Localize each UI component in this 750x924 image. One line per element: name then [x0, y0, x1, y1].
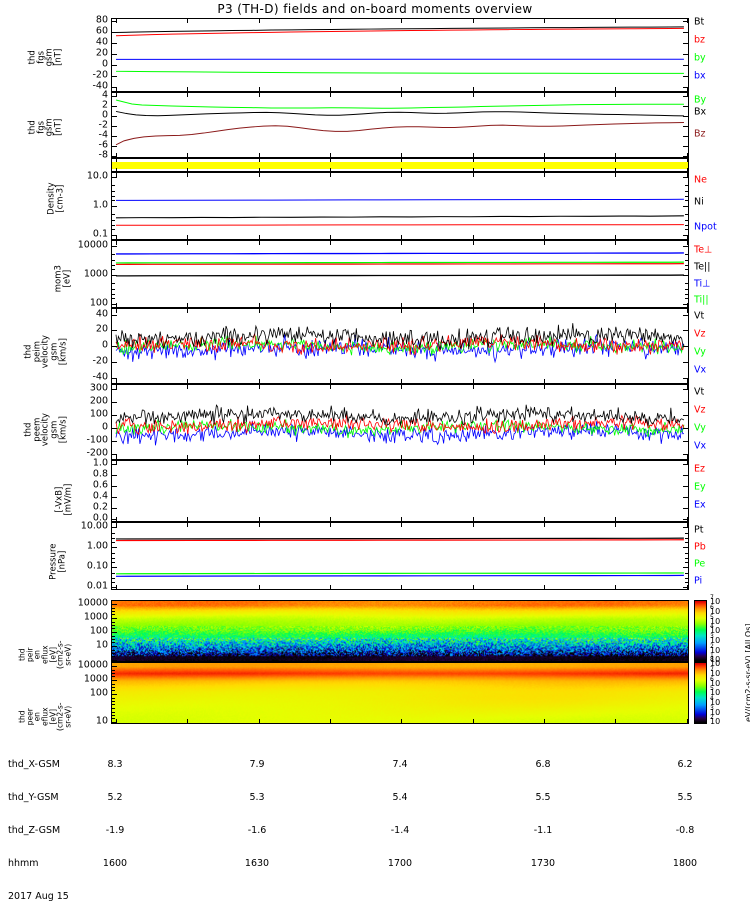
panel-efield	[111, 460, 689, 522]
col4-time: 1800	[672, 858, 698, 869]
yticks-panel5: 10000 1000 100	[77, 239, 108, 309]
col1-x: 7.9	[249, 759, 265, 770]
col2-y: 5.4	[392, 792, 408, 803]
row-label-y: thd_Y-GSM	[8, 792, 59, 803]
status-bar-fill	[112, 162, 688, 169]
col4-y: 5.5	[677, 792, 693, 803]
x-axis-column-4: 6.2 5.5 -0.8 1800	[655, 737, 715, 891]
x-axis-column-3: 6.8 5.5 -1.1 1730	[513, 737, 573, 891]
x-axis-column-0: 8.3 5.2 -1.9 1600	[85, 737, 145, 891]
plot-fgs-gsm-b	[115, 26, 684, 74]
col0-z: -1.9	[105, 825, 125, 836]
plot-density	[115, 198, 684, 226]
plot-ion-velocity	[115, 404, 685, 446]
panel-electron-spectrogram	[111, 662, 689, 724]
plot-electron-velocity	[115, 323, 685, 364]
plot-fgs-components	[115, 99, 684, 146]
ylabel-panel4: Density [cm-3]	[46, 182, 65, 215]
col3-x: 6.8	[535, 759, 551, 770]
electron-spectrogram-image	[112, 663, 688, 723]
col2-z: -1.4	[390, 825, 410, 836]
date-label: 2017 Aug 15	[8, 891, 69, 902]
panel-ion-velocity	[111, 384, 689, 460]
col4-x: 6.2	[677, 759, 693, 770]
plot-temperature	[115, 252, 684, 277]
x-axis-row-labels: thd_X-GSM thd_Y-GSM thd_Z-GSM hhmm 2017 …	[8, 737, 69, 924]
plot-pressure	[115, 537, 684, 577]
ylabel-panel7: thd peem velocity gsm [km/s]	[23, 413, 68, 447]
panel-temperature	[111, 240, 689, 308]
col1-z: -1.6	[247, 825, 267, 836]
panel-status-bar	[111, 158, 689, 172]
col0-y: 5.2	[107, 792, 123, 803]
yticks-panel9: 10.00 1.00 0.10 0.01	[80, 520, 108, 592]
col4-z: -0.8	[675, 825, 695, 836]
page-title: P3 (TH-D) fields and on-board moments ov…	[217, 2, 533, 16]
panel-pressure	[111, 522, 689, 590]
ylabel-panel6: thd peim velocity gsm [km/s]	[23, 335, 68, 369]
row-label-x: thd_X-GSM	[8, 759, 60, 770]
yticks-panel1: 80 60 40 20 0 -20 -40	[92, 14, 108, 92]
electron-colorbar	[694, 662, 707, 724]
col3-time: 1730	[530, 858, 556, 869]
ylabel-panel9: Pressure [nPa]	[48, 543, 67, 580]
col1-time: 1630	[244, 858, 270, 869]
x-axis-column-1: 7.9 5.3 -1.6 1630	[227, 737, 287, 891]
col3-z: -1.1	[533, 825, 553, 836]
x-ticks-panel8	[112, 461, 688, 521]
yticks-panel4: 10.0 1.0 0.1	[86, 170, 108, 240]
ylabel-panel5: mom3 [eV]	[53, 265, 72, 293]
ion-spectrogram-image	[112, 601, 688, 661]
ylabel-panel1: thd fgs gsm [nT]	[27, 48, 64, 67]
panel-ion-spectrogram	[111, 600, 689, 662]
panel-electron-velocity	[111, 308, 689, 384]
yticks-panel6: 40 20 0 -20 -40	[92, 308, 108, 383]
col0-x: 8.3	[107, 759, 123, 770]
panel-density	[111, 172, 689, 240]
row-label-z: thd_Z-GSM	[8, 825, 61, 836]
panel-fgs-gsm-b	[111, 18, 689, 92]
yticks-panel7: 300 200 100 0 -100 -200	[86, 382, 108, 459]
yticks-panel8: 1.0 0.8 0.6 0.4 0.2 0.0	[92, 457, 108, 524]
colorbar-label: eV/(cm2-s-sr-eV) [All Qs]	[744, 623, 750, 723]
col1-y: 5.3	[249, 792, 265, 803]
ylabel-panel2: thd fgs gsm [nT]	[27, 118, 64, 137]
col0-time: 1600	[102, 858, 128, 869]
row-label-hhmm: hhmm	[8, 858, 39, 869]
panel-fgs-components	[111, 92, 689, 158]
ylabel-panel8: [-VxB] [mV/m]	[54, 483, 73, 516]
ion-colorbar	[694, 600, 707, 662]
col2-time: 1700	[387, 858, 413, 869]
yticks-panel11: 10000 1000 100 10	[77, 659, 108, 727]
yticks-panel10: 10000 1000 100 10	[77, 597, 108, 651]
col2-x: 7.4	[392, 759, 408, 770]
col3-y: 5.5	[535, 792, 551, 803]
x-axis-column-2: 7.4 5.4 -1.4 1700	[370, 737, 430, 891]
yticks-panel2: 4 2 0 -2 -4 -6 -8	[98, 89, 108, 161]
